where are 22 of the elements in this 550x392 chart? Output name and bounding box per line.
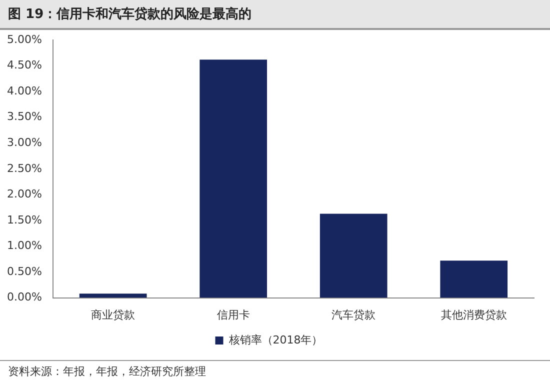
x-tick-label: 汽车贷款 <box>332 308 376 322</box>
x-tick-label: 其他消费贷款 <box>440 308 507 322</box>
y-tick-label: 2.50% <box>6 162 42 175</box>
chart-title: 图 19：信用卡和汽车贷款的风险是最高的 <box>0 0 550 30</box>
text: 资料来源：年报，年报，经济研究所整理 <box>0 360 550 382</box>
y-tick-label: 3.50% <box>6 110 42 124</box>
bar <box>440 260 508 298</box>
y-tick-label: 1.50% <box>6 213 42 226</box>
legend-label: 核销率（2018年） <box>228 333 323 346</box>
bar <box>320 214 388 298</box>
bar <box>79 294 147 298</box>
y-tick-label: 4.00% <box>6 84 42 98</box>
y-tick-label: 1.00% <box>6 239 42 252</box>
bar <box>200 60 268 298</box>
y-tick-label: 5.00% <box>6 32 42 46</box>
y-tick-label: 3.00% <box>6 136 42 149</box>
y-tick-label: 2.00% <box>6 188 42 201</box>
y-tick-label: 4.50% <box>6 58 42 72</box>
x-tick-label: 商业贷款 <box>91 308 136 322</box>
y-tick-label: 0.50% <box>6 264 42 278</box>
y-tick-label: 0.00% <box>6 290 42 304</box>
x-tick-label: 信用卡 <box>216 308 250 322</box>
